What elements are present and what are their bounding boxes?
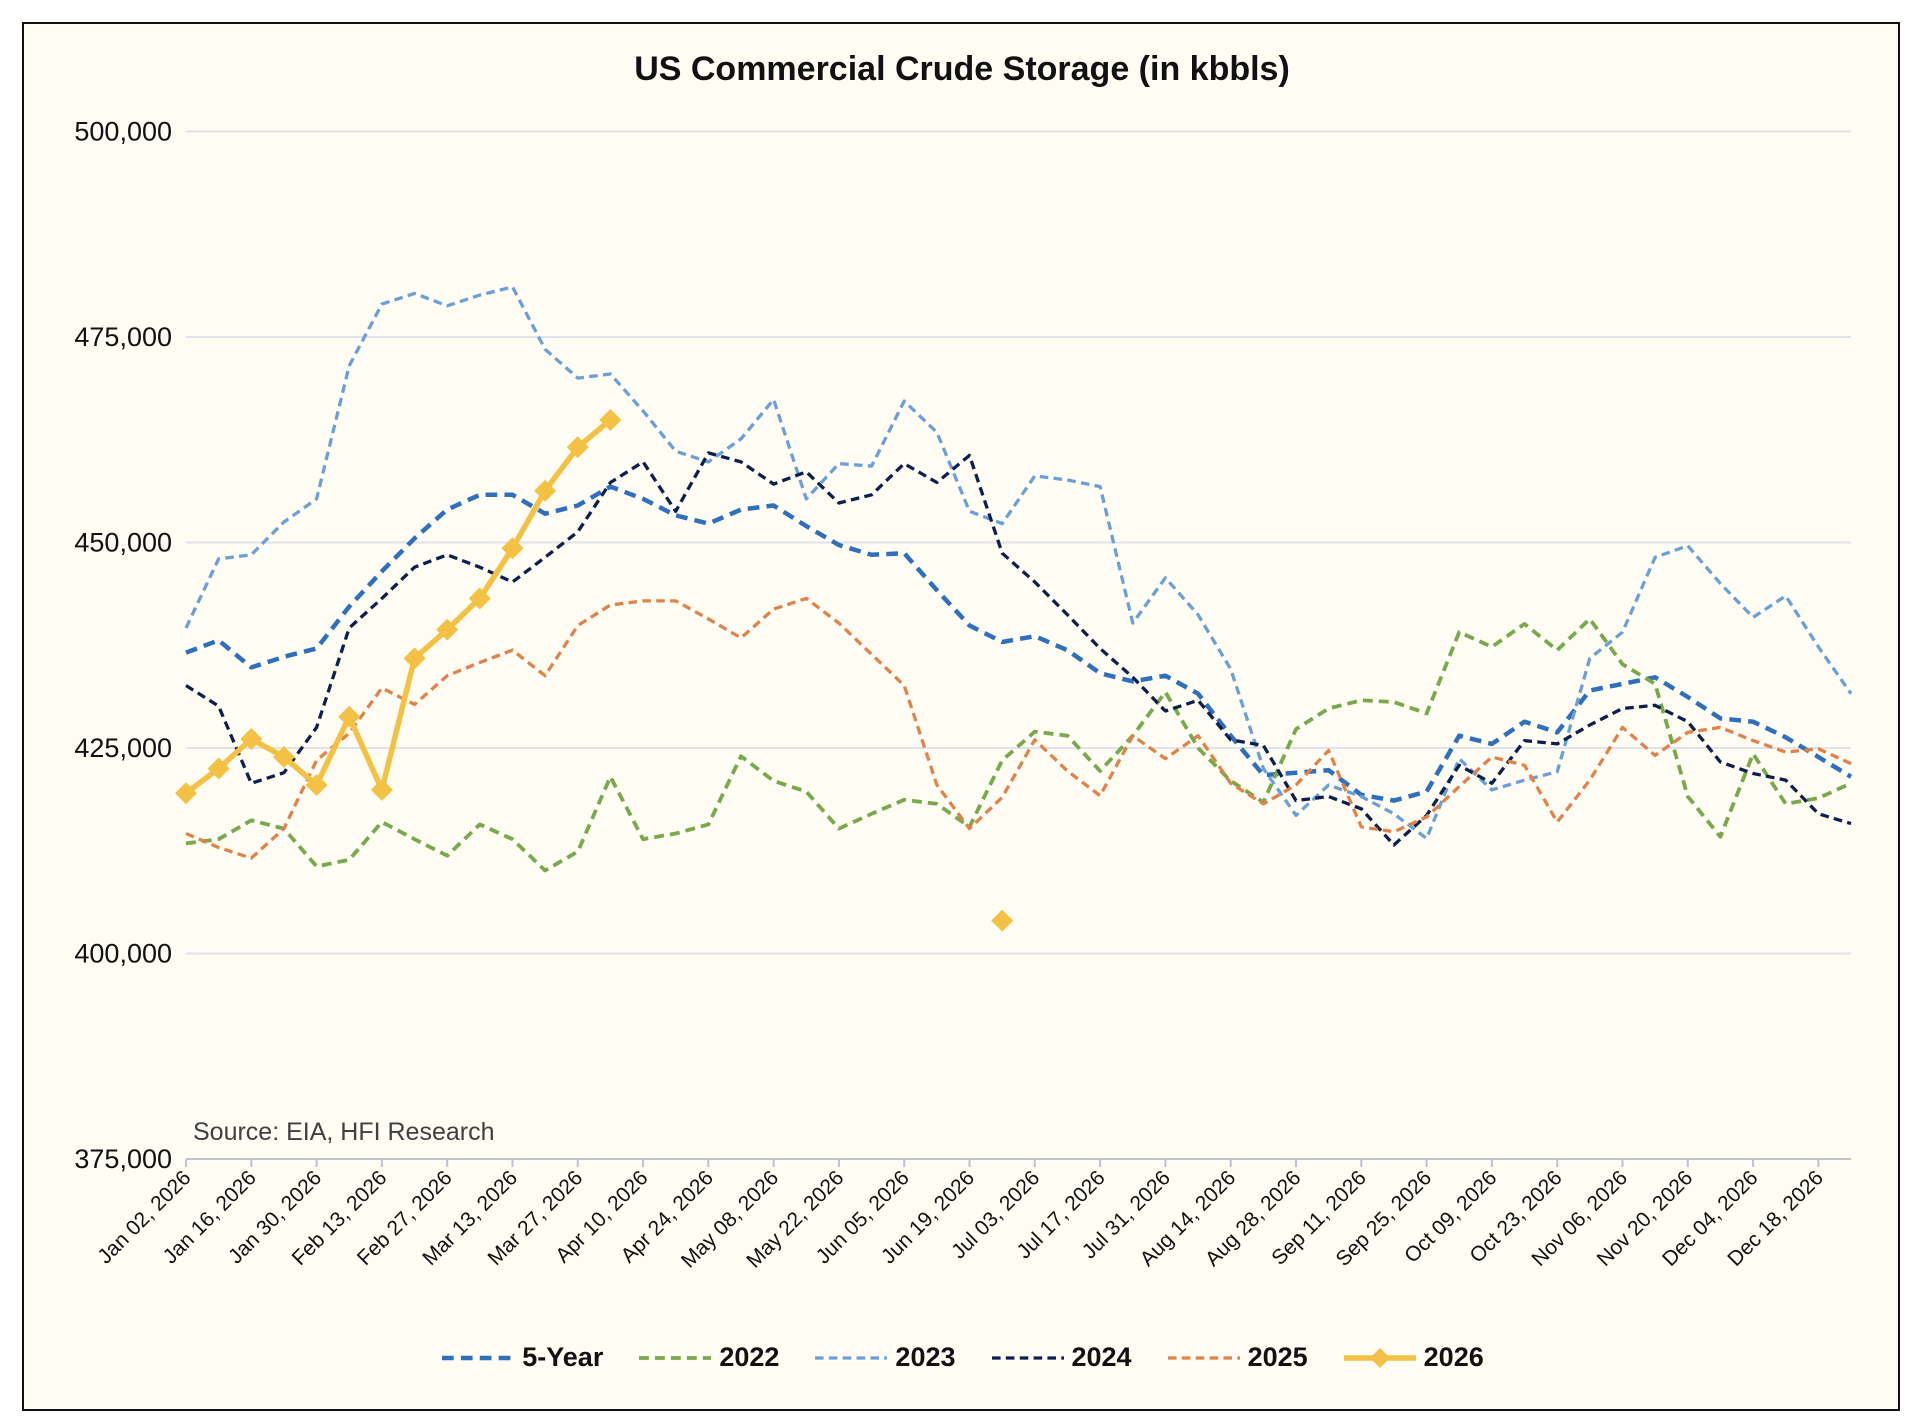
gridlines xyxy=(186,130,1851,955)
series-line-2023 xyxy=(184,285,1853,841)
legend-swatch xyxy=(1343,1347,1416,1368)
chart-frame xyxy=(22,22,1900,1411)
legend-swatch xyxy=(815,1355,888,1360)
data-point-2026 xyxy=(207,757,230,780)
y-tick-label: 400,000 xyxy=(74,939,172,969)
series-2026 xyxy=(175,409,1014,932)
y-tick-label: 475,000 xyxy=(74,322,172,352)
data-point-2026 xyxy=(534,479,557,502)
legend-item-2024: 2024 xyxy=(990,1342,1132,1373)
data-point-2026 xyxy=(468,587,491,610)
legend: 5-Year 2022 2023 2024 2025 2026 xyxy=(0,1342,1924,1373)
legend-label: 5-Year xyxy=(522,1342,604,1372)
chart-title: US Commercial Crude Storage (in kbbls) xyxy=(634,50,1290,88)
y-tick-label: 425,000 xyxy=(74,733,172,763)
legend-item-2023: 2023 xyxy=(813,1342,956,1373)
legend-item-2022: 2022 xyxy=(637,1342,779,1373)
legend-swatch xyxy=(991,1355,1064,1360)
series-line-2022 xyxy=(185,617,1852,873)
y-tick-label: 500,000 xyxy=(74,117,172,147)
legend-swatch xyxy=(639,1355,712,1360)
data-point-2026 xyxy=(566,436,589,459)
source-annotation: Source: EIA, HFI Research xyxy=(193,1118,495,1146)
data-point-2026 xyxy=(991,909,1014,932)
data-point-2026 xyxy=(403,647,426,670)
series-2024 xyxy=(185,451,1852,847)
series-lines xyxy=(175,285,1853,932)
legend-swatch xyxy=(1167,1355,1240,1360)
series-line-5-year xyxy=(185,484,1853,803)
data-point-2026 xyxy=(370,778,393,801)
y-tick-label: 375,000 xyxy=(74,1144,172,1174)
data-point-2026 xyxy=(240,727,263,750)
legend-swatch xyxy=(442,1355,515,1360)
data-point-2026 xyxy=(436,618,459,641)
legend-item-2026: 2026 xyxy=(1342,1342,1484,1373)
legend-item-2025: 2025 xyxy=(1166,1342,1308,1373)
data-point-2026 xyxy=(501,537,524,560)
legend-label: 2024 xyxy=(1071,1342,1132,1372)
y-axis: 375,000 400,000 425,000 450,000 475,000 500,0… xyxy=(74,117,172,1175)
data-point-2026 xyxy=(338,705,361,728)
series-2023 xyxy=(184,285,1853,841)
legend-label: 2025 xyxy=(1247,1342,1308,1372)
series-line-2024 xyxy=(185,451,1852,847)
data-point-2026 xyxy=(305,773,328,796)
legend-label: 2023 xyxy=(895,1342,956,1372)
y-tick-label: 450,000 xyxy=(74,528,172,558)
series-2022 xyxy=(185,617,1852,873)
legend-item-5-year: 5-Year xyxy=(440,1342,603,1373)
series-line-2025 xyxy=(185,596,1852,860)
series-2025 xyxy=(185,596,1852,860)
series-5-year xyxy=(185,484,1853,803)
data-point-2026 xyxy=(599,409,622,432)
diamond-marker-icon xyxy=(1369,1347,1390,1368)
legend-label: 2026 xyxy=(1423,1342,1484,1372)
data-point-2026 xyxy=(272,746,295,769)
data-point-2026 xyxy=(175,782,197,805)
legend-label: 2022 xyxy=(719,1342,780,1372)
